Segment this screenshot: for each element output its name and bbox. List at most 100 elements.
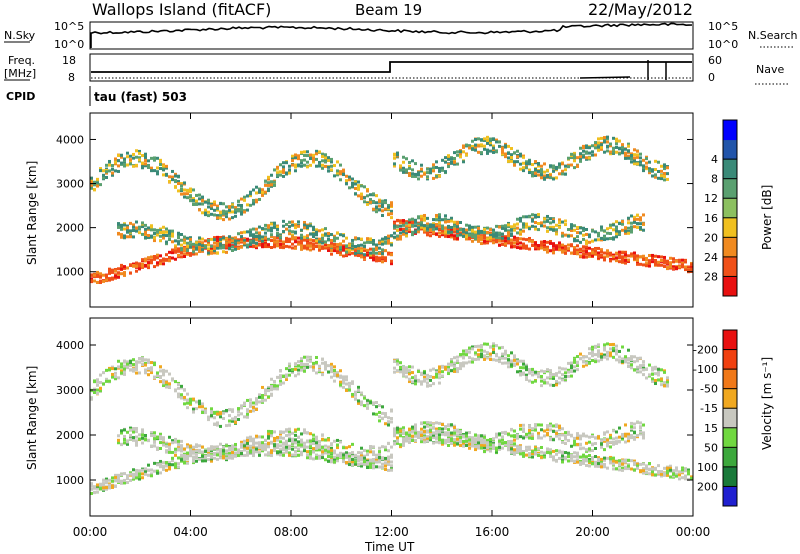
echo-cell bbox=[135, 264, 138, 268]
echo-cell bbox=[423, 440, 426, 444]
echo-cell bbox=[348, 248, 351, 252]
echo-cell bbox=[477, 344, 480, 348]
echo-cell bbox=[690, 264, 693, 268]
echo-cell bbox=[141, 154, 144, 158]
echo-cell bbox=[297, 240, 300, 244]
echo-cell bbox=[447, 440, 450, 444]
echo-cell bbox=[363, 463, 366, 467]
echo-cell bbox=[636, 225, 639, 229]
echo-cell bbox=[330, 367, 333, 371]
echo-cell bbox=[549, 241, 552, 245]
echo-cell bbox=[369, 251, 372, 255]
echo-cell bbox=[399, 443, 402, 447]
echo-cell bbox=[453, 429, 456, 433]
echo-cell bbox=[285, 227, 288, 231]
echo-cell bbox=[474, 352, 477, 356]
echo-cell bbox=[576, 231, 579, 235]
echo-cell bbox=[129, 359, 132, 363]
echo-cell bbox=[297, 154, 300, 158]
nave-tick-top: 60 bbox=[708, 54, 722, 67]
echo-cell bbox=[567, 228, 570, 232]
echo-cell bbox=[519, 246, 522, 250]
echo-cell bbox=[420, 437, 423, 441]
echo-cell bbox=[519, 154, 522, 158]
echo-cell bbox=[390, 445, 393, 449]
echo-cell bbox=[288, 220, 291, 224]
echo-cell bbox=[591, 239, 594, 243]
echo-cell bbox=[432, 218, 435, 222]
echo-cell bbox=[120, 365, 123, 369]
echo-cell bbox=[261, 235, 264, 239]
echo-cell bbox=[681, 264, 684, 268]
station-title: Wallops Island (fitACF) bbox=[92, 0, 271, 19]
echo-cell bbox=[402, 368, 405, 372]
echo-cell bbox=[507, 225, 510, 229]
echo-cell bbox=[630, 157, 633, 161]
echo-cell bbox=[378, 460, 381, 464]
echo-cell bbox=[90, 277, 93, 281]
echo-cell bbox=[153, 361, 156, 365]
echo-cell bbox=[435, 232, 438, 236]
echo-cell bbox=[261, 237, 264, 241]
echo-cell bbox=[633, 220, 636, 224]
echo-cell bbox=[528, 227, 531, 231]
echo-cell bbox=[447, 436, 450, 440]
echo-cell bbox=[456, 232, 459, 236]
echo-cell bbox=[342, 248, 345, 252]
echo-cell bbox=[120, 443, 123, 447]
echo-cell bbox=[636, 262, 639, 266]
echo-cell bbox=[525, 244, 528, 248]
echo-cell bbox=[420, 219, 423, 223]
echo-cell bbox=[609, 237, 612, 241]
echo-cell bbox=[399, 445, 402, 449]
echo-cell bbox=[357, 237, 360, 241]
echo-cell bbox=[111, 269, 114, 273]
echo-cell bbox=[177, 462, 180, 466]
echo-cell bbox=[270, 388, 273, 392]
echo-cell bbox=[489, 149, 492, 153]
echo-cell bbox=[165, 164, 168, 168]
echo-cell bbox=[249, 435, 252, 439]
echo-cell bbox=[294, 445, 297, 449]
echo-cell bbox=[90, 180, 93, 184]
echo-cell bbox=[465, 349, 468, 353]
echo-cell bbox=[330, 451, 333, 455]
echo-cell bbox=[411, 172, 414, 176]
echo-cell bbox=[186, 252, 189, 256]
echo-cell bbox=[225, 245, 228, 249]
echo-cell bbox=[438, 224, 441, 228]
echo-cell bbox=[606, 254, 609, 258]
echo-cell bbox=[288, 430, 291, 434]
echo-cell bbox=[639, 227, 642, 231]
echo-cell bbox=[435, 421, 438, 425]
echo-cell bbox=[165, 468, 168, 472]
echo-cell bbox=[288, 451, 291, 455]
echo-cell bbox=[504, 235, 507, 239]
echo-cell bbox=[396, 426, 399, 430]
echo-cell bbox=[621, 143, 624, 147]
echo-cell bbox=[615, 226, 618, 230]
echo-cell bbox=[381, 205, 384, 209]
echo-cell bbox=[294, 441, 297, 445]
echo-cell bbox=[282, 168, 285, 172]
echo-cell bbox=[144, 157, 147, 161]
echo-cell bbox=[240, 237, 243, 241]
echo-cell bbox=[618, 222, 621, 226]
echo-cell bbox=[99, 169, 102, 173]
echo-cell bbox=[147, 256, 150, 260]
echo-cell bbox=[609, 226, 612, 230]
echo-cell bbox=[96, 280, 99, 284]
echo-cell bbox=[393, 235, 396, 239]
echo-cell bbox=[306, 431, 309, 435]
echo-cell bbox=[453, 230, 456, 234]
echo-cell bbox=[432, 431, 435, 435]
echo-cell bbox=[114, 160, 117, 164]
echo-cell bbox=[141, 258, 144, 262]
echo-cell bbox=[654, 259, 657, 263]
echo-cell bbox=[186, 445, 189, 449]
echo-cell bbox=[549, 225, 552, 229]
echo-cell bbox=[183, 253, 186, 257]
echo-cell bbox=[309, 439, 312, 443]
echo-cell bbox=[351, 457, 354, 461]
echo-cell bbox=[459, 150, 462, 154]
